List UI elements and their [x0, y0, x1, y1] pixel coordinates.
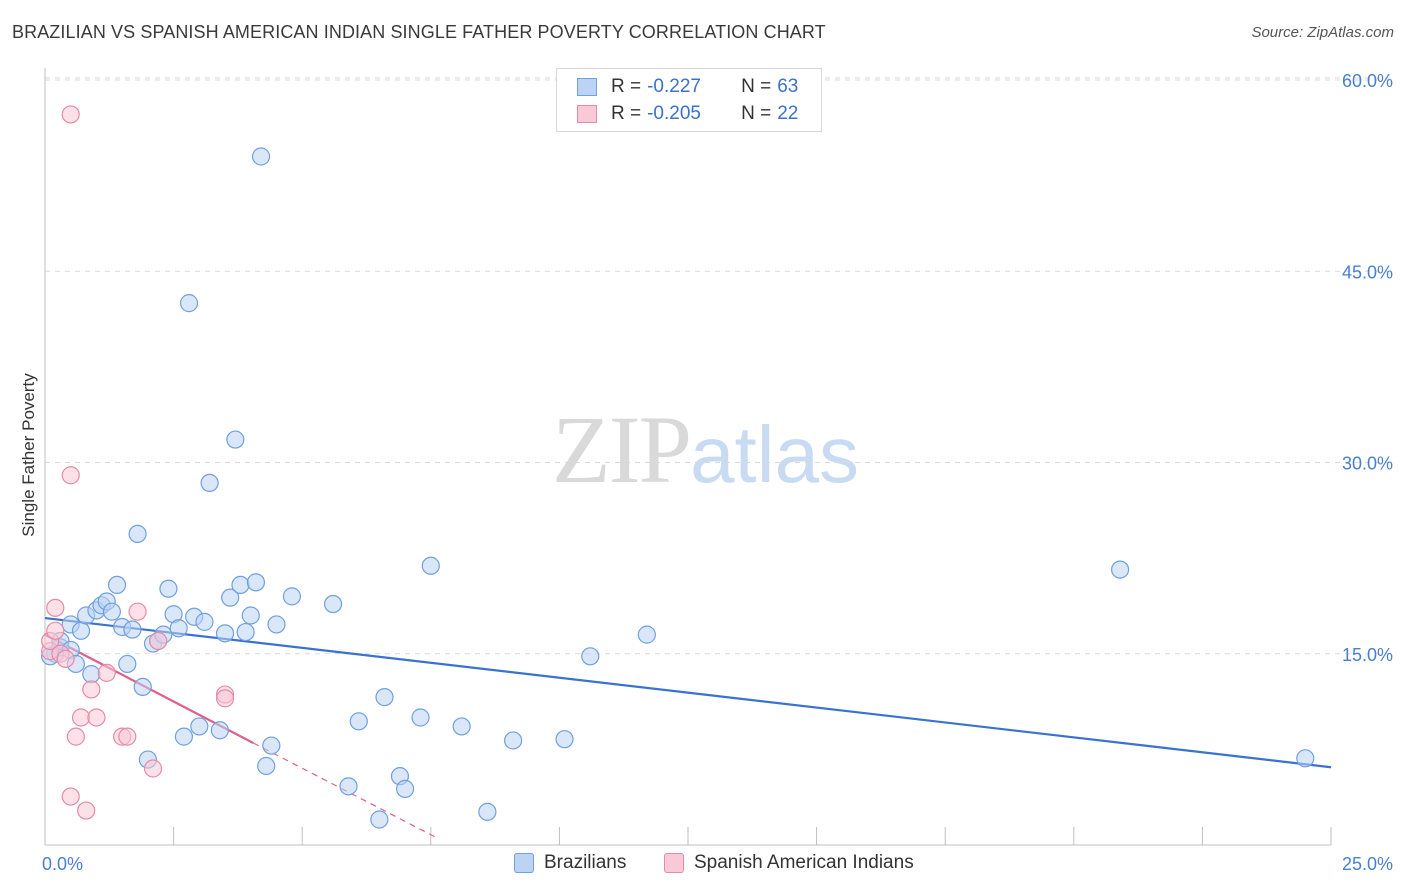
data-point-brazilians — [102, 602, 121, 621]
data-point-spanish-american-indians — [87, 708, 106, 727]
y-axis-title: Single Father Poverty — [19, 373, 38, 537]
data-point-brazilians — [128, 524, 147, 544]
data-point-brazilians — [195, 612, 214, 631]
data-point-brazilians — [267, 615, 286, 634]
data-point-brazilians — [174, 727, 193, 746]
chart-title: BRAZILIAN VS SPANISH AMERICAN INDIAN SIN… — [12, 22, 826, 42]
data-point-brazilians — [107, 575, 127, 595]
legend-r-value: -0.205 — [647, 103, 701, 124]
data-point-brazilians — [323, 594, 343, 614]
data-point-brazilians — [339, 777, 358, 796]
data-point-brazilians — [71, 621, 91, 640]
data-point-spanish-american-indians — [128, 602, 147, 621]
legend-r-label: R = — [611, 103, 642, 124]
data-point-brazilians — [241, 606, 260, 625]
y-tick-label: 15.0% — [1342, 645, 1393, 665]
bottom-legend-spanish-american-indians: Spanish American Indians — [664, 852, 914, 874]
data-point-spanish-american-indians — [61, 105, 80, 124]
y-tick-label: 30.0% — [1342, 454, 1393, 474]
bottom-legend-swatch-blue — [514, 853, 534, 873]
legend-r-value: -0.227 — [647, 76, 701, 97]
data-point-spanish-american-indians — [71, 708, 91, 727]
source-label: Source: ZipAtlas.com — [1251, 24, 1394, 41]
data-point-brazilians — [421, 556, 440, 575]
data-point-brazilians — [411, 708, 430, 727]
data-point-spanish-american-indians — [97, 663, 116, 682]
data-point-brazilians — [133, 677, 152, 697]
data-point-spanish-american-indians — [46, 598, 65, 617]
data-point-spanish-american-indians — [61, 787, 80, 806]
bottom-legend-swatch-pink — [664, 853, 684, 873]
grid-layer — [45, 77, 1392, 655]
data-point-brazilians — [221, 588, 240, 607]
data-point-spanish-american-indians — [118, 727, 137, 746]
data-point-brazilians — [349, 712, 368, 731]
data-point-brazilians — [282, 587, 302, 606]
y-tick-label: 45.0% — [1342, 262, 1393, 282]
point-layer — [41, 105, 1315, 829]
data-point-spanish-american-indians — [61, 466, 80, 485]
data-point-brazilians — [236, 622, 255, 642]
x-tick-label: 0.0% — [42, 854, 83, 874]
data-point-brazilians — [123, 620, 142, 639]
data-point-spanish-american-indians — [215, 689, 235, 708]
data-point-spanish-american-indians — [149, 631, 168, 651]
legend-row-spanish-american-indians: R = -0.205 N = 22 — [577, 102, 798, 126]
data-point-brazilians — [231, 575, 250, 595]
data-point-brazilians — [581, 647, 600, 666]
data-point-brazilians — [1296, 749, 1315, 768]
data-point-spanish-american-indians — [46, 621, 65, 640]
trendline — [44, 616, 1332, 769]
data-point-brazilians — [478, 802, 497, 821]
data-point-brazilians — [200, 473, 219, 492]
data-point-brazilians — [370, 810, 389, 829]
data-point-spanish-american-indians — [66, 727, 85, 746]
bottom-legend-brazilians: Brazilians — [514, 852, 626, 874]
bottom-legend-label: Spanish American Indians — [694, 852, 914, 873]
data-point-brazilians — [262, 736, 281, 755]
data-point-brazilians — [169, 619, 188, 638]
data-point-brazilians — [257, 756, 276, 776]
data-point-brazilians — [226, 430, 245, 449]
x-tick-label: 25.0% — [1342, 854, 1393, 874]
legend-n-value: 63 — [777, 76, 799, 97]
bottom-legend-label: Brazilians — [544, 852, 627, 873]
data-point-brazilians — [1110, 560, 1130, 579]
y-tick-label: 60.0% — [1342, 71, 1393, 91]
data-point-brazilians — [504, 731, 523, 750]
data-point-brazilians — [395, 779, 415, 799]
legend-r-label: R = — [611, 76, 642, 97]
data-point-brazilians — [375, 687, 394, 707]
data-point-brazilians — [555, 730, 574, 749]
data-point-brazilians — [246, 573, 266, 592]
data-point-brazilians — [82, 665, 101, 684]
legend-swatch-pink — [577, 105, 597, 123]
trendline-layer — [44, 616, 1332, 838]
correlation-legend: R = -0.227 N = 63 R = -0.205 N = 22 — [556, 68, 822, 132]
data-point-brazilians — [179, 294, 199, 313]
data-point-brazilians — [637, 625, 656, 644]
data-point-spanish-american-indians — [82, 680, 101, 699]
data-point-brazilians — [251, 147, 271, 166]
legend-n-value: 22 — [777, 103, 799, 124]
data-point-brazilians — [118, 654, 137, 674]
data-point-spanish-american-indians — [143, 759, 163, 778]
data-point-brazilians — [210, 721, 229, 740]
watermark-zip: ZIP — [552, 396, 692, 503]
axis-layer — [44, 68, 1332, 846]
data-point-brazilians — [190, 717, 209, 736]
legend-row-brazilians: R = -0.227 N = 63 — [577, 75, 798, 99]
legend-n-label: N = — [741, 103, 772, 124]
watermark-atlas: atlas — [690, 410, 859, 499]
watermark: ZIPatlas — [552, 402, 859, 503]
legend-swatch-blue — [577, 78, 597, 96]
data-point-spanish-american-indians — [77, 801, 96, 820]
data-point-spanish-american-indians — [56, 649, 75, 668]
data-point-brazilians — [215, 624, 235, 643]
legend-n-label: N = — [741, 76, 772, 97]
data-point-brazilians — [452, 717, 471, 736]
label-layer: 15.0% 30.0% 45.0% 60.0% 0.0% 25.0% Single Fath… — [19, 71, 1393, 874]
data-point-brazilians — [159, 579, 178, 598]
